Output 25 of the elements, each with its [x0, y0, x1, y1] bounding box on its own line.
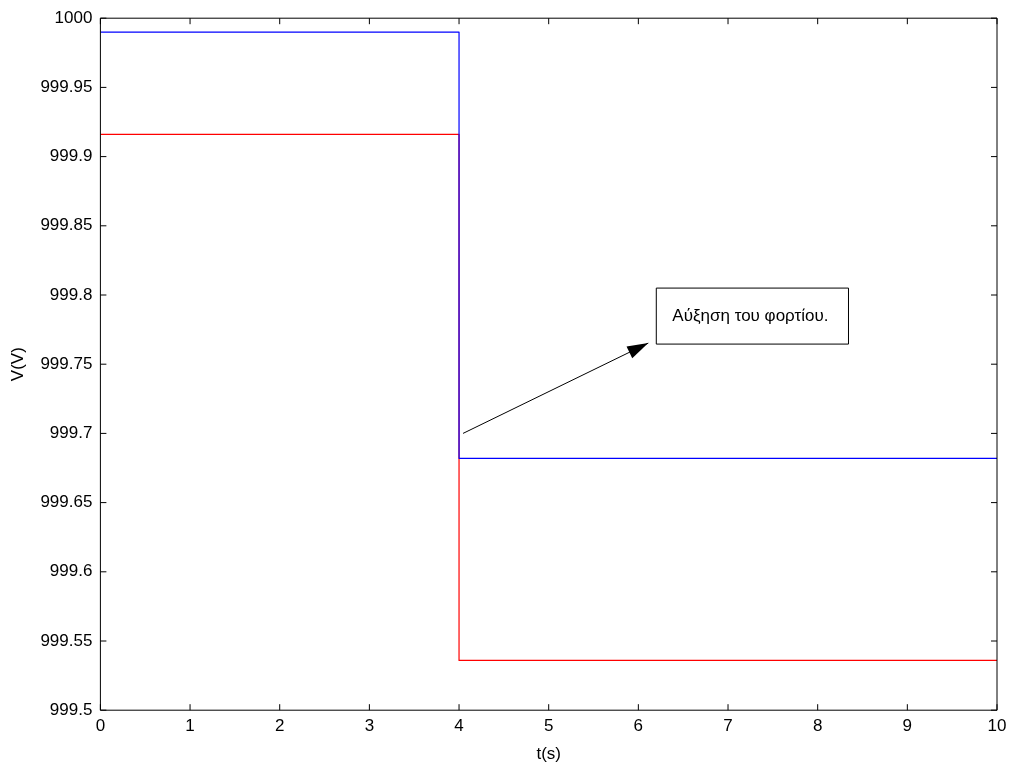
x-tick-label: 9 [902, 716, 913, 736]
x-tick-label: 1 [185, 716, 195, 736]
y-tick-label: 999.85 [40, 215, 93, 235]
y-tick-label: 999.6 [49, 561, 93, 581]
y-tick-label: 999.55 [40, 630, 93, 650]
x-tick-label: 10 [987, 716, 1007, 736]
y-tick-label: 999.5 [49, 699, 93, 719]
x-tick-label: 0 [95, 716, 106, 736]
annotation: Αύξηση του φορτίου. [672, 305, 829, 325]
x-axis-title: t(s) [536, 744, 561, 764]
y-tick-label: 999.95 [40, 77, 93, 97]
y-tick-label: 1000 [54, 7, 93, 27]
x-tick-label: 7 [723, 716, 733, 736]
x-tick-label: 6 [633, 716, 644, 736]
y-tick-label: 999.75 [40, 353, 93, 373]
y-tick-label: 999.65 [40, 492, 93, 512]
x-tick-label: 8 [812, 716, 823, 736]
x-tick-label: 3 [364, 716, 375, 736]
x-tick-label: 4 [454, 716, 464, 736]
y-axis-title: V(V) [7, 347, 27, 382]
y-tick-label: 999.7 [49, 423, 93, 443]
y-tick-label: 999.8 [49, 284, 93, 304]
x-tick-label: 2 [274, 716, 285, 736]
x-tick-label: 5 [543, 716, 554, 736]
y-tick-label: 999.9 [49, 146, 93, 166]
